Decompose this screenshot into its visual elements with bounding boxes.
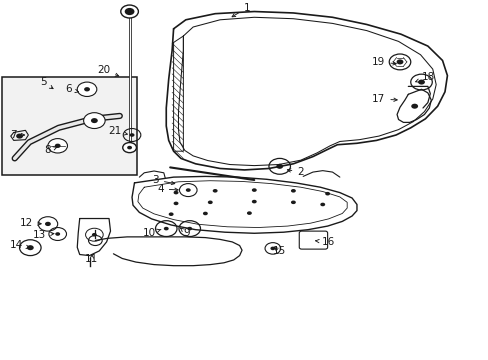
Text: 12: 12 [20,218,41,228]
Circle shape [251,188,256,192]
Text: 20: 20 [97,65,119,76]
Circle shape [207,201,212,204]
Circle shape [129,133,134,137]
Circle shape [16,134,23,139]
Circle shape [127,146,132,149]
Circle shape [163,227,168,230]
Circle shape [417,80,424,85]
Text: 4: 4 [157,184,178,194]
FancyBboxPatch shape [2,77,137,175]
Circle shape [270,247,275,250]
Circle shape [320,203,325,206]
Text: 11: 11 [85,254,99,264]
Circle shape [84,87,90,91]
Circle shape [246,211,251,215]
Circle shape [55,144,61,148]
Circle shape [203,212,207,215]
Circle shape [187,227,192,230]
Text: 13: 13 [33,230,54,240]
Circle shape [290,201,295,204]
Circle shape [124,8,134,15]
Circle shape [185,188,190,192]
Circle shape [45,222,51,226]
Text: 14: 14 [10,240,30,250]
Text: 7: 7 [10,130,24,140]
Text: 16: 16 [315,237,334,247]
Circle shape [168,212,173,216]
Text: 18: 18 [415,72,434,82]
Circle shape [290,189,295,193]
Text: 19: 19 [371,57,395,67]
Text: 15: 15 [272,246,286,256]
Circle shape [251,200,256,203]
Text: 2: 2 [287,167,304,177]
Text: 6: 6 [65,84,79,94]
Text: 10: 10 [142,228,161,238]
Circle shape [48,139,67,153]
Circle shape [121,5,138,18]
Circle shape [27,245,34,250]
Text: 17: 17 [371,94,396,104]
Circle shape [92,233,97,237]
Text: 9: 9 [180,228,190,238]
Circle shape [77,82,97,96]
Circle shape [173,191,178,194]
Text: 1: 1 [232,3,250,17]
Circle shape [212,189,217,193]
Circle shape [83,113,105,129]
Circle shape [91,118,98,123]
Circle shape [410,104,417,109]
Circle shape [55,232,60,236]
Text: 21: 21 [108,126,127,136]
Circle shape [325,192,329,195]
Text: 3: 3 [152,175,174,185]
Circle shape [122,143,136,153]
Text: 8: 8 [44,145,57,156]
Circle shape [276,164,283,169]
Circle shape [396,59,403,64]
Circle shape [173,202,178,205]
Text: 5: 5 [40,77,53,89]
